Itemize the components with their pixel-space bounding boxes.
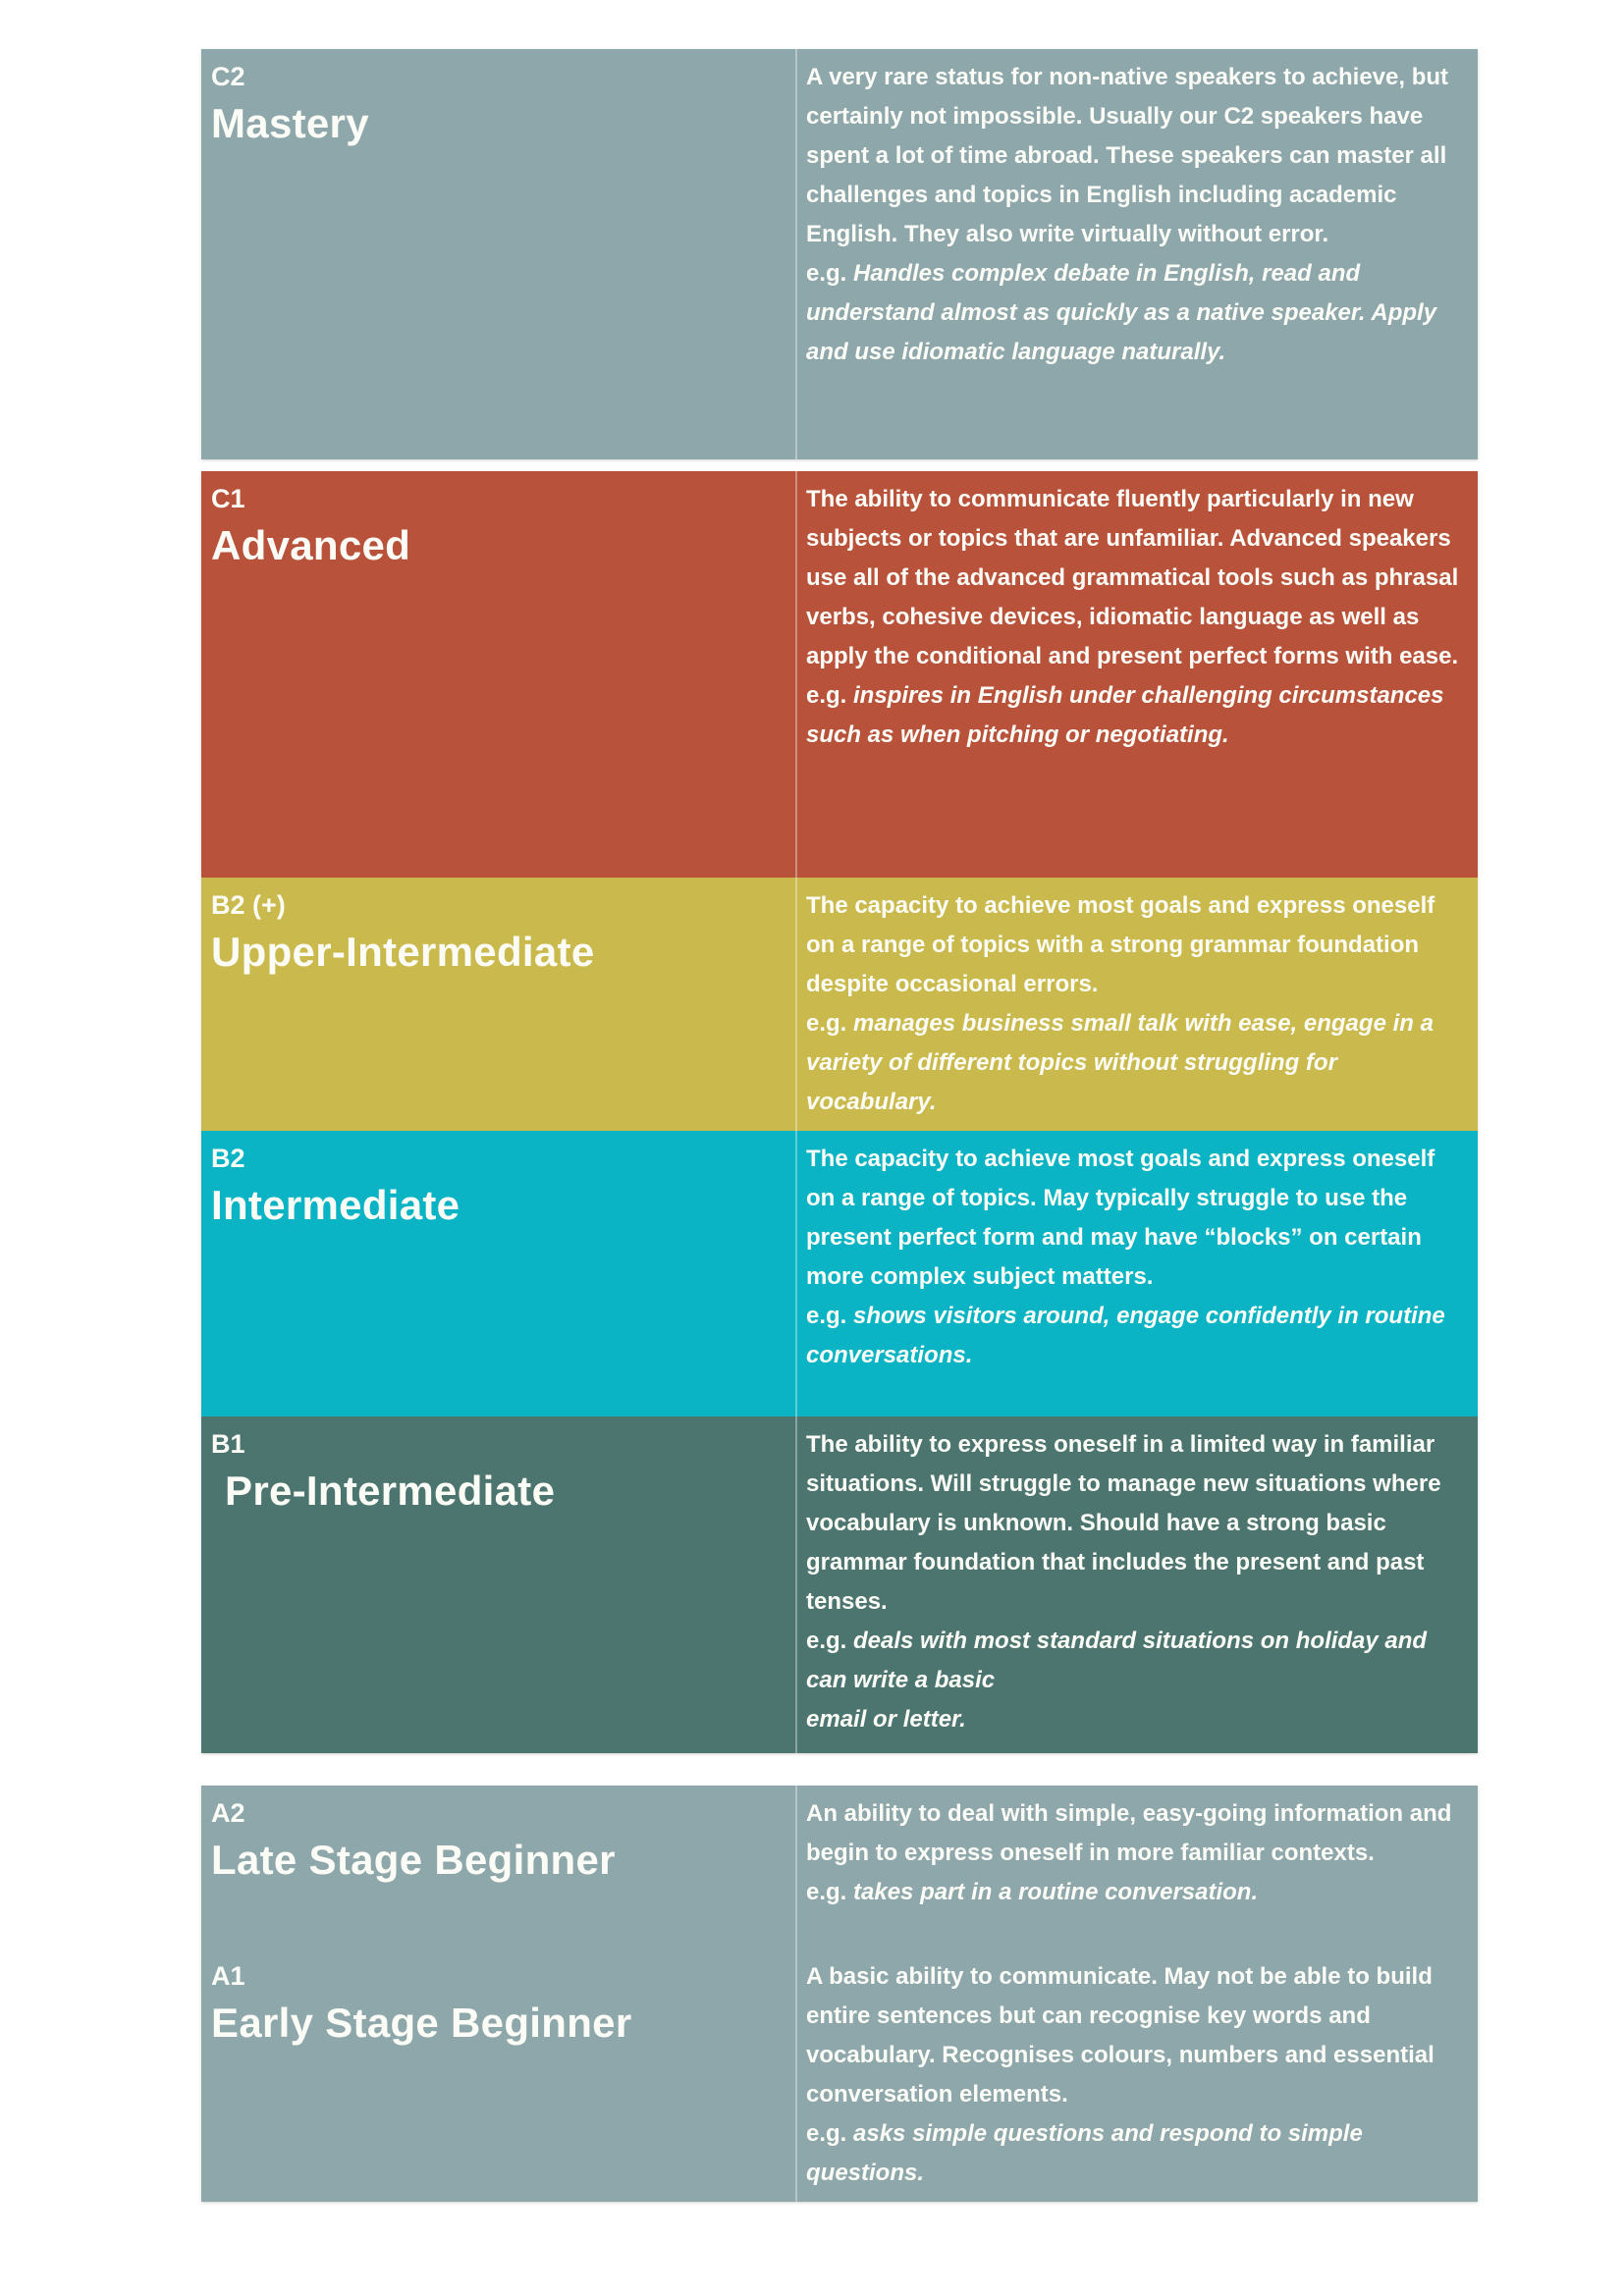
level-name: Pre-Intermediate bbox=[225, 1468, 556, 1514]
description-text: An ability to deal with simple, easy-goi… bbox=[806, 1800, 1452, 1866]
eg-prefix: e.g. bbox=[806, 2120, 847, 2147]
eg-prefix: e.g. bbox=[806, 1303, 847, 1329]
level-code: A2 bbox=[211, 1798, 245, 1828]
level-code: B2 (+) bbox=[211, 890, 286, 920]
level-code: A1 bbox=[211, 1961, 245, 1991]
example-text: e.g. asks simple questions and respond t… bbox=[806, 2114, 1466, 2193]
level-name: Early Stage Beginner bbox=[211, 2000, 632, 2046]
level-description-cell: The capacity to achieve most goals and e… bbox=[795, 878, 1478, 1131]
level-description: A very rare status for non-native speake… bbox=[806, 58, 1466, 372]
block-a2-a1: A2 Late Stage Beginner An ability to dea… bbox=[201, 1786, 1478, 2202]
example-text: e.g. Handles complex debate in English, … bbox=[806, 254, 1466, 372]
level-code: C1 bbox=[211, 484, 245, 513]
example-italic: manages business small talk with ease, e… bbox=[806, 1010, 1434, 1115]
level-label-cell: C2 Mastery bbox=[201, 49, 795, 459]
level-description-cell: A very rare status for non-native speake… bbox=[795, 49, 1478, 459]
block-c2: C2 Mastery A very rare status for non-na… bbox=[201, 49, 1478, 459]
example-italic: asks simple questions and respond to sim… bbox=[806, 2120, 1363, 2186]
level-code: B1 bbox=[211, 1429, 245, 1459]
level-label-cell: B1 Pre-Intermediate bbox=[201, 1416, 795, 1753]
level-name: Late Stage Beginner bbox=[211, 1837, 616, 1883]
eg-prefix: e.g. bbox=[806, 1010, 847, 1037]
level-row-c2: C2 Mastery A very rare status for non-na… bbox=[201, 49, 1478, 459]
eg-prefix: e.g. bbox=[806, 682, 847, 709]
eg-prefix: e.g. bbox=[806, 1628, 847, 1654]
block-c1-to-b1: C1 Advanced The ability to communicate f… bbox=[201, 471, 1478, 1753]
level-description-cell: The capacity to achieve most goals and e… bbox=[795, 1131, 1478, 1416]
example-text: e.g. inspires in English under challengi… bbox=[806, 676, 1466, 755]
example-italic: deals with most standard situations on h… bbox=[806, 1628, 1428, 1733]
level-description: The ability to communicate fluently part… bbox=[806, 480, 1466, 755]
level-label-cell: B2 (+) Upper-Intermediate bbox=[201, 878, 795, 1131]
description-text: A basic ability to communicate. May not … bbox=[806, 1963, 1435, 2108]
level-name: Intermediate bbox=[211, 1182, 460, 1228]
level-code: C2 bbox=[211, 62, 245, 91]
level-row-b2-plus: B2 (+) Upper-Intermediate The capacity t… bbox=[201, 878, 1478, 1131]
level-row-c1: C1 Advanced The ability to communicate f… bbox=[201, 471, 1478, 878]
level-row-a2: A2 Late Stage Beginner An ability to dea… bbox=[201, 1786, 1478, 1949]
level-description: A basic ability to communicate. May not … bbox=[806, 1957, 1466, 2193]
description-text: The capacity to achieve most goals and e… bbox=[806, 1146, 1435, 1290]
level-row-b2: B2 Intermediate The capacity to achieve … bbox=[201, 1131, 1478, 1416]
level-name: Mastery bbox=[211, 100, 369, 146]
level-code: B2 bbox=[211, 1144, 245, 1173]
level-description: The ability to express oneself in a limi… bbox=[806, 1425, 1466, 1739]
example-italic: shows visitors around, engage confidentl… bbox=[806, 1303, 1445, 1368]
description-text: The ability to express oneself in a limi… bbox=[806, 1431, 1441, 1615]
level-description-cell: The ability to communicate fluently part… bbox=[795, 471, 1478, 878]
example-italic: inspires in English under challenging ci… bbox=[806, 682, 1444, 748]
level-description-cell: A basic ability to communicate. May not … bbox=[795, 1949, 1478, 2202]
example-italic: Handles complex debate in English, read … bbox=[806, 260, 1437, 365]
description-text: The ability to communicate fluently part… bbox=[806, 486, 1459, 669]
example-text: e.g. deals with most standard situations… bbox=[806, 1622, 1466, 1739]
level-label-cell: A2 Late Stage Beginner bbox=[201, 1786, 795, 1949]
level-name: Advanced bbox=[211, 522, 411, 568]
level-description: The capacity to achieve most goals and e… bbox=[806, 886, 1466, 1122]
example-italic: takes part in a routine conversation. bbox=[853, 1879, 1259, 1905]
level-label-cell: B2 Intermediate bbox=[201, 1131, 795, 1416]
level-row-a1: A1 Early Stage Beginner A basic ability … bbox=[201, 1949, 1478, 2202]
eg-prefix: e.g. bbox=[806, 260, 847, 287]
level-description: An ability to deal with simple, easy-goi… bbox=[806, 1794, 1466, 1912]
level-description-cell: The ability to express oneself in a limi… bbox=[795, 1416, 1478, 1753]
level-label-cell: A1 Early Stage Beginner bbox=[201, 1949, 795, 2202]
eg-prefix: e.g. bbox=[806, 1879, 847, 1905]
level-description-cell: An ability to deal with simple, easy-goi… bbox=[795, 1786, 1478, 1949]
example-text: e.g. shows visitors around, engage confi… bbox=[806, 1297, 1466, 1375]
example-text: e.g. takes part in a routine conversatio… bbox=[806, 1873, 1466, 1912]
cefr-levels-table: C2 Mastery A very rare status for non-na… bbox=[201, 49, 1478, 2202]
description-text: The capacity to achieve most goals and e… bbox=[806, 892, 1435, 997]
level-description: The capacity to achieve most goals and e… bbox=[806, 1140, 1466, 1375]
example-text: e.g. manages business small talk with ea… bbox=[806, 1004, 1466, 1122]
level-row-b1: B1 Pre-Intermediate The ability to expre… bbox=[201, 1416, 1478, 1753]
description-text: A very rare status for non-native speake… bbox=[806, 64, 1449, 247]
level-label-cell: C1 Advanced bbox=[201, 471, 795, 878]
level-name: Upper-Intermediate bbox=[211, 929, 595, 975]
